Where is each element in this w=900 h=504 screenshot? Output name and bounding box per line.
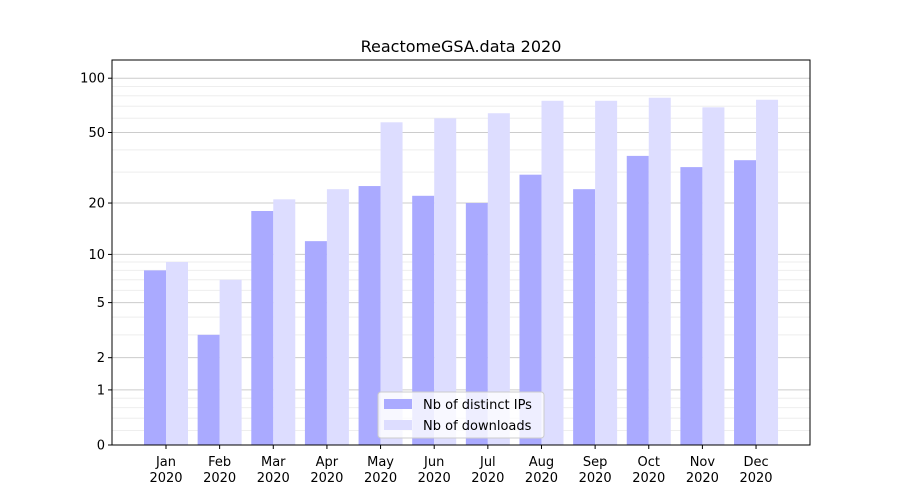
x-tick-label: Jan 2020 (149, 455, 182, 486)
axes-frame (111, 59, 811, 446)
x-tick-label: Nov 2020 (686, 455, 719, 486)
bar-distinct-ips (573, 189, 596, 445)
bar-distinct-ips (465, 203, 488, 445)
bar-distinct-ips (519, 174, 542, 445)
y-tick-label: 50 (88, 126, 105, 141)
y-tick-label: 100 (80, 72, 105, 87)
x-tick-label: Feb 2020 (203, 455, 236, 486)
y-tick-label: 2 (97, 351, 105, 366)
bar-downloads (541, 100, 564, 445)
bar-downloads (487, 113, 510, 446)
bar-distinct-ips (680, 167, 703, 445)
bar-distinct-ips (304, 241, 327, 445)
bar-downloads (648, 97, 671, 445)
bar-downloads (273, 199, 296, 445)
x-axis: Jan 2020 Feb 2020 Mar 2020 Apr 2020 May 2020 Jun 20… (149, 445, 773, 486)
y-tick-label: 5 (97, 296, 105, 311)
bar-downloads (219, 279, 242, 445)
bar-distinct-ips (251, 210, 274, 445)
bar-distinct-ips (626, 155, 649, 445)
x-tick-label: Jun 2020 (418, 455, 451, 486)
legend-label: Nb of distinct IPs (423, 398, 532, 413)
y-tick-label: 20 (88, 197, 105, 212)
x-tick-label: Mar 2020 (257, 455, 290, 486)
legend: Nb of distinct IPs Nb of downloads (377, 391, 545, 439)
bar-downloads (380, 122, 403, 445)
x-tick-label: Dec 2020 (739, 455, 772, 486)
y-tick-label: 10 (88, 248, 105, 263)
bar-downloads (756, 99, 779, 446)
legend-label: Nb of downloads (423, 419, 532, 434)
x-tick-label: Aug 2020 (525, 455, 558, 486)
x-tick-label: Apr 2020 (310, 455, 343, 486)
x-tick-label: Sep 2020 (579, 455, 612, 486)
bar-distinct-ips (358, 186, 381, 445)
bar-distinct-ips (197, 334, 220, 445)
bar-downloads (595, 100, 618, 445)
bar-distinct-ips (144, 270, 166, 445)
y-tick-label: 1 (97, 383, 105, 398)
bar-downloads (326, 189, 349, 445)
bar-downloads (166, 261, 188, 445)
legend-swatch (384, 420, 412, 430)
bar-distinct-ips (734, 160, 757, 446)
bar-downloads (702, 107, 725, 445)
y-tick-label: 0 (97, 439, 105, 454)
bar-distinct-ips (412, 195, 435, 445)
legend-box (377, 391, 545, 439)
bars (144, 97, 779, 446)
x-tick-label: May 2020 (364, 455, 397, 486)
legend-swatch (384, 399, 412, 409)
chart-title: ReactomeGSA.data 2020 (361, 37, 562, 56)
x-tick-label: Jul 2020 (471, 455, 504, 486)
bar-downloads (434, 118, 457, 445)
y-axis: 0 1 2 5 10 20 50 100 (80, 72, 112, 454)
x-tick-label: Oct 2020 (632, 455, 665, 486)
